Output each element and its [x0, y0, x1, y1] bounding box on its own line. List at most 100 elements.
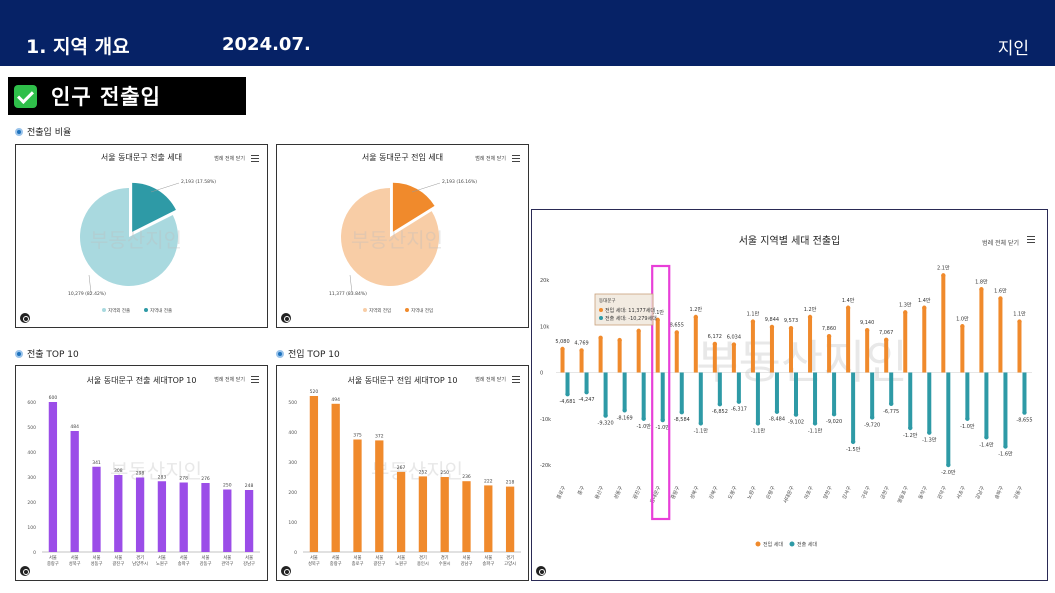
bar-cap: [622, 408, 627, 413]
legend-toggle-button[interactable]: 범례 전체 닫기: [475, 377, 506, 383]
data-label: 218: [506, 480, 515, 486]
bar: [889, 372, 894, 404]
data-label: 283: [158, 474, 167, 480]
logo-icon: [536, 566, 546, 576]
x-tick-label: 성동구: [91, 560, 103, 567]
legend-toggle-button[interactable]: 범례 전체 닫기: [214, 377, 245, 383]
legend-toggle-button[interactable]: 범례 전체 닫기: [982, 240, 1019, 247]
pie-title-in: 서울 동대문구 전입 세대: [361, 153, 444, 162]
data-label: -1.3만: [922, 437, 937, 444]
circle-icon: [15, 127, 23, 136]
bar-cap: [884, 337, 889, 343]
data-label: -1.1만: [751, 427, 766, 434]
bar-cap: [1022, 410, 1027, 415]
bar-cap: [845, 305, 851, 310]
y-tick-label: 10k: [540, 324, 549, 330]
legend-toggle-button[interactable]: 범례 전체 닫기: [475, 156, 506, 162]
bar: [846, 307, 851, 373]
x-tick-label: 중랑구: [47, 560, 59, 567]
data-label: -1.2만: [903, 432, 918, 439]
x-tick-label: 수원시: [439, 560, 451, 567]
pie-chart-in: 부동산지인 2,193 (16.16%) 11,377 (83.84%) 지역외 전입…: [329, 179, 477, 314]
in-top-label-text: 전입 TOP 10: [288, 350, 340, 360]
data-label: 298: [136, 471, 145, 477]
x-tick-label: 강북구: [707, 485, 719, 501]
bar: [655, 319, 660, 373]
legend-label: 지역내 전출: [150, 307, 172, 314]
x-tick-label: 종로구: [352, 561, 364, 567]
label-line: [349, 274, 353, 294]
data-label: 11,377 (83.84%): [329, 291, 367, 297]
data-label: -6,317: [731, 407, 747, 413]
y-tick-label: 400: [288, 430, 297, 436]
menu-icon[interactable]: [512, 376, 520, 383]
x-tick-label: 서울: [114, 554, 122, 561]
bar-cap: [617, 337, 622, 343]
x-tick-label: 관악구: [936, 485, 948, 501]
x-tick-label: 영등포구: [896, 485, 910, 505]
bar: [813, 372, 818, 424]
bar: [865, 330, 870, 373]
data-label: -2.0만: [941, 469, 956, 476]
data-label: 484: [70, 424, 79, 430]
pie-panel-in: 서울 동대문구 전입 세대 범례 전체 닫기 부동산지인 2,193 (16.16…: [276, 144, 529, 328]
x-tick-label: 경기: [506, 554, 514, 561]
data-label: 372: [375, 433, 384, 439]
data-label: -1.0만: [656, 424, 671, 431]
bar: [674, 332, 679, 373]
data-label: 1.1만: [1013, 311, 1026, 318]
y-tick-label: 200: [288, 490, 297, 496]
y-tick-label: 100: [288, 520, 297, 526]
data-label: 7,067: [879, 330, 893, 336]
data-label: -8,484: [769, 417, 785, 423]
legend-marker: [102, 308, 106, 312]
bar-cap: [579, 348, 584, 353]
menu-icon[interactable]: [512, 155, 520, 162]
circle-icon: [276, 349, 284, 358]
data-label: 250: [440, 470, 449, 476]
bar-cap: [960, 324, 965, 329]
data-label: 341: [92, 460, 101, 466]
watermark: 부동산지인: [110, 459, 202, 483]
bar-cap: [979, 287, 984, 292]
bar: [789, 328, 793, 373]
y-tick-label: 300: [27, 475, 36, 481]
out-top-label: 전출 TOP 10: [15, 347, 79, 360]
bar: [794, 372, 798, 415]
pie-slice: [80, 188, 178, 286]
y-tick-label: 0: [294, 550, 297, 556]
y-tick-label: 500: [288, 400, 297, 406]
menu-icon[interactable]: [251, 376, 259, 383]
bar: [908, 372, 913, 428]
brand-label: 지인: [997, 39, 1029, 59]
data-label: 2,193 (17.58%): [181, 179, 216, 185]
legend-label: 전출 세대: [797, 541, 817, 548]
bar: [396, 471, 406, 552]
bar-cap: [826, 333, 832, 339]
legend-marker: [755, 541, 761, 547]
x-tick-label: 강서구: [841, 485, 853, 501]
bar: [1017, 321, 1022, 373]
x-tick-label: 성북구: [69, 560, 81, 567]
bar-cap: [712, 341, 718, 347]
data-label: -4,681: [559, 399, 575, 405]
bar-cap: [908, 425, 913, 431]
menu-icon[interactable]: [1027, 236, 1035, 243]
bar: [808, 317, 813, 373]
bar: [1003, 372, 1008, 447]
legend-toggle-button[interactable]: 범례 전체 닫기: [214, 156, 245, 162]
bar: [750, 321, 755, 373]
bar-cap: [1017, 319, 1022, 324]
x-tick-label: 성동구: [612, 485, 624, 501]
bar: [832, 372, 837, 415]
bar: [984, 372, 989, 438]
x-tick-label: 남양주시: [132, 560, 148, 567]
data-label: -6,852: [712, 409, 728, 415]
logo-icon: [20, 313, 30, 323]
data-label: -1.6만: [998, 451, 1013, 458]
x-tick-label: 경기: [419, 554, 427, 561]
bar-cap: [655, 317, 660, 323]
menu-icon[interactable]: [251, 155, 259, 162]
bar-title-in: 서울 동대문구 전입 세대TOP 10: [347, 376, 458, 385]
